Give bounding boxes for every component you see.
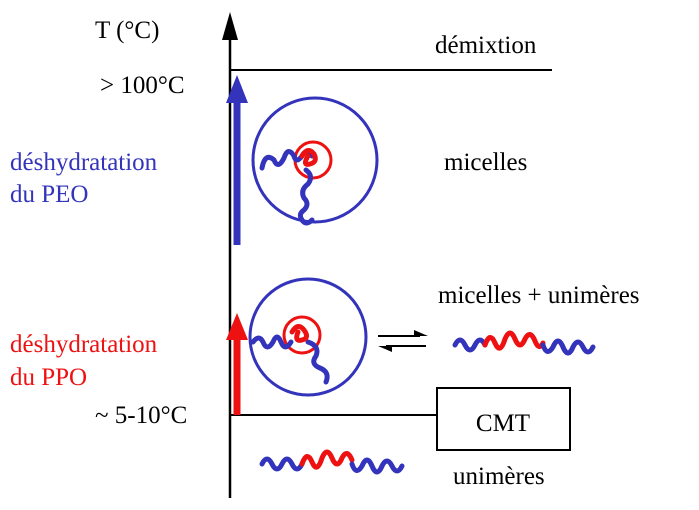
micelle-middle-chain-right — [305, 339, 330, 385]
micelle-middle-chain-left — [250, 334, 294, 350]
peo-label-line2: du PEO — [10, 181, 88, 208]
micelle-upper-shell — [251, 96, 379, 224]
unimer-middle-peo-left — [452, 337, 488, 353]
region-demixtion: démixtion — [435, 32, 537, 59]
unimer-bottom-peo-right — [349, 457, 405, 475]
ppo-label-line2: du PPO — [10, 364, 87, 391]
unimer-bottom-peo-left — [259, 456, 305, 472]
ppo-arrow-head — [226, 313, 248, 340]
micelle-middle — [248, 277, 368, 397]
tick-low-label: ~ 5-10°C — [95, 402, 187, 429]
equilibrium-arrows — [378, 330, 428, 352]
micelle-upper — [251, 96, 379, 226]
cmt-label: CMT — [476, 410, 530, 437]
tick-high-label: > 100°C — [100, 72, 185, 99]
peo-arrow-head — [226, 75, 248, 103]
peo-label-line1: déshydratation — [10, 149, 158, 176]
unimer-bottom-ppo — [299, 449, 355, 470]
micelle-upper-chain-core — [299, 148, 318, 167]
micelle-middle-shell — [248, 277, 368, 397]
micelle-middle-core — [282, 315, 322, 355]
unimer-middle-ppo — [482, 330, 546, 351]
axis-arrowhead — [222, 12, 238, 40]
unimer-middle — [452, 330, 596, 356]
micelle-upper-chain-bottom — [297, 167, 315, 226]
axis-label: T (°C) — [95, 17, 159, 44]
micelle-middle-chain-core — [289, 324, 310, 343]
cmt-box — [436, 387, 571, 451]
unimer-bottom — [259, 449, 405, 475]
ppo-label-line1: déshydratation — [10, 331, 158, 358]
region-micelles-unimeres: micelles + unimères — [438, 282, 640, 309]
region-micelles: micelles — [444, 149, 527, 176]
region-unimeres: unimères — [453, 463, 545, 490]
unimer-middle-peo-right — [540, 338, 596, 356]
